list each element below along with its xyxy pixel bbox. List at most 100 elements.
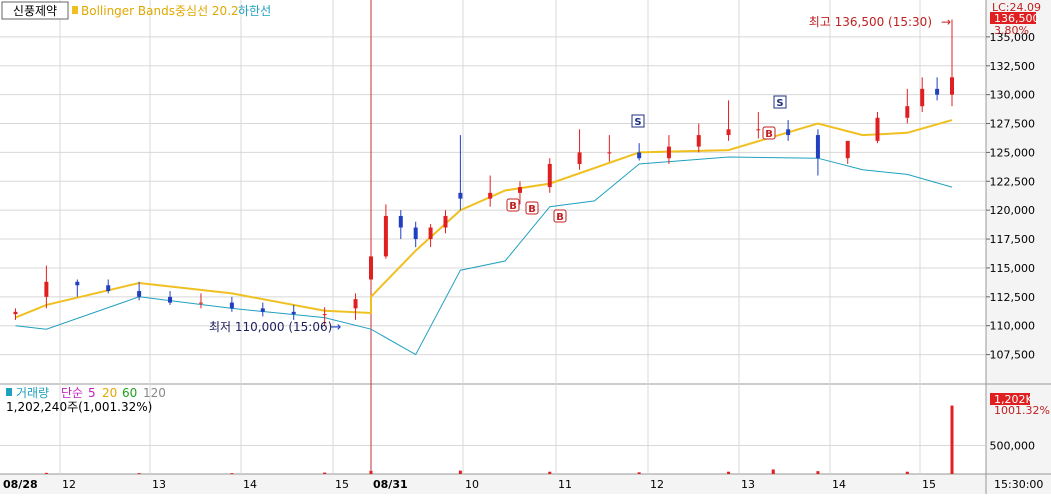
hour-label: 12 xyxy=(62,478,76,491)
candle xyxy=(920,77,925,112)
candle xyxy=(845,140,850,164)
volume-value-label: 1,202,240주(1,001.32%) xyxy=(6,400,152,414)
candle xyxy=(106,279,111,294)
buy-marker: B xyxy=(506,198,520,212)
time-axis-labels: 08/28 08/31 12 13 14 15 10 11 12 13 14 15 xyxy=(3,478,936,491)
candle xyxy=(577,129,582,170)
candle xyxy=(488,175,493,207)
trade-markers: SSB BBB xyxy=(506,95,787,223)
price-tick-label: 115,000 xyxy=(990,262,1036,275)
sell-marker: S xyxy=(631,114,645,128)
hour-label: 14 xyxy=(832,478,846,491)
svg-text:B: B xyxy=(765,129,773,140)
volume-bar xyxy=(458,470,462,474)
volume-badge-value: 1,202K xyxy=(994,393,1033,406)
hour-label: 15 xyxy=(922,478,936,491)
low-price-arrow-icon: → xyxy=(331,320,342,335)
candle xyxy=(637,143,642,161)
candle xyxy=(950,19,954,107)
hour-label: 13 xyxy=(152,478,166,491)
buy-marker: B xyxy=(762,126,776,140)
volume-color-swatch xyxy=(6,388,12,396)
price-tick-label: 112,500 xyxy=(990,291,1036,304)
svg-text:S: S xyxy=(634,117,641,128)
lower-band-label: 하한선 xyxy=(238,4,271,18)
volume-ma-5: 5 xyxy=(88,386,96,400)
candle xyxy=(786,120,791,141)
volume-bar xyxy=(816,471,820,474)
candle xyxy=(815,129,820,176)
candle xyxy=(322,307,327,326)
price-tick-label: 120,000 xyxy=(990,204,1036,217)
candle xyxy=(13,308,18,320)
price-tick-label: 122,500 xyxy=(990,175,1036,188)
candle xyxy=(458,135,463,211)
price-axis-panel xyxy=(986,0,1051,494)
candle xyxy=(260,302,265,317)
volume-bar xyxy=(637,472,641,474)
volume-tick-label: 500,000 xyxy=(990,440,1036,453)
stock-name[interactable]: 신풍제약 xyxy=(13,3,57,18)
volume-bar xyxy=(44,472,48,474)
candle xyxy=(696,123,701,153)
price-tick-label: 132,500 xyxy=(990,60,1036,73)
svg-text:B: B xyxy=(556,212,564,223)
svg-text:B: B xyxy=(528,204,536,215)
hour-label: 14 xyxy=(243,478,257,491)
current-price-value: 136,500 xyxy=(994,12,1040,25)
indicator-label: Bollinger Bands중심선 20.2 xyxy=(81,4,239,18)
candle xyxy=(383,204,388,259)
high-price-label: 최고 136,500 (15:30) xyxy=(809,15,932,29)
sell-marker: S xyxy=(773,95,787,109)
date-label: 08/31 xyxy=(373,478,408,491)
candle xyxy=(75,279,80,297)
candle xyxy=(428,224,433,248)
hour-label: 10 xyxy=(465,478,479,491)
indicator-color-swatch xyxy=(72,6,78,14)
volume-bars xyxy=(44,405,954,475)
candle xyxy=(875,111,880,144)
candle xyxy=(353,293,358,320)
mid-band-path xyxy=(15,119,953,319)
price-tick-label: 107,500 xyxy=(990,349,1036,362)
candle xyxy=(443,210,448,234)
low-price-label: 최저 110,000 (15:06) xyxy=(209,320,332,334)
lc-label: LC:24.09 xyxy=(992,1,1041,14)
hour-label: 12 xyxy=(650,478,664,491)
volume-pct-label: 1001.32% xyxy=(994,404,1050,417)
stock-name-box[interactable] xyxy=(1,1,69,20)
time-axis-panel xyxy=(0,474,1051,494)
buy-marker: B xyxy=(525,201,539,215)
candle xyxy=(137,281,142,301)
high-price-arrow-icon: → xyxy=(941,15,951,29)
candle xyxy=(291,304,296,320)
date-label: 08/28 xyxy=(3,478,38,491)
price-tick-label: 130,000 xyxy=(990,89,1036,102)
volume-ma-120: 120 xyxy=(143,386,166,400)
volume-bar xyxy=(905,471,909,474)
svg-text:B: B xyxy=(509,201,517,212)
hour-label: 15 xyxy=(335,478,349,491)
price-tick-label: 110,000 xyxy=(990,320,1036,333)
candle xyxy=(666,135,671,164)
volume-bar xyxy=(950,405,954,474)
candle xyxy=(905,88,910,124)
volume-badge xyxy=(990,393,1030,405)
chart-grid xyxy=(0,0,985,474)
price-change-pct: 3.80% xyxy=(994,24,1029,37)
hour-label: 13 xyxy=(741,478,755,491)
hour-label: 11 xyxy=(558,478,572,491)
price-tick-label: 117,500 xyxy=(990,233,1036,246)
candle xyxy=(398,210,403,240)
candle xyxy=(413,221,418,248)
volume-bar xyxy=(230,473,234,475)
candle xyxy=(756,111,761,139)
candlestick-series xyxy=(13,19,954,326)
candle xyxy=(168,291,173,305)
volume-bar xyxy=(137,473,141,475)
price-tick-label: 125,000 xyxy=(990,146,1036,159)
volume-ma-label: 단순 xyxy=(61,386,83,400)
price-axis-ticks: 107,500 110,000 112,500 115,000 117,500 120,0… xyxy=(986,31,1035,362)
